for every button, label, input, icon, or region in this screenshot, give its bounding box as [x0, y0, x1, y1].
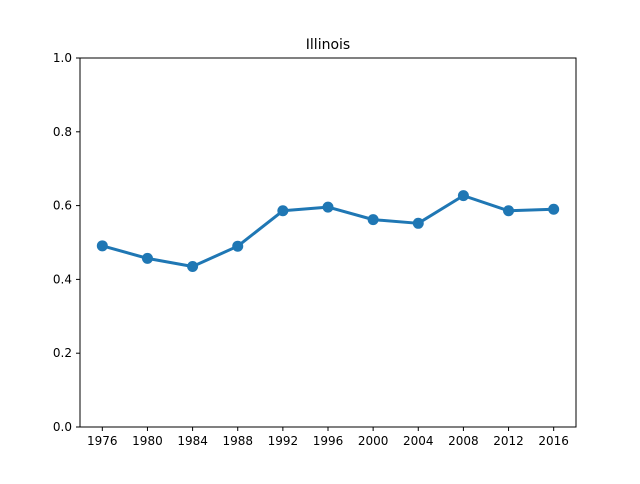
data-point-2004: [412, 217, 424, 229]
x-tick-label: 2000: [358, 434, 389, 448]
x-tick-label: 1996: [313, 434, 344, 448]
plot-area: [96, 190, 560, 272]
x-tick-label: 1980: [132, 434, 163, 448]
data-point-1980: [141, 252, 153, 264]
y-tick-label: 0.4: [53, 272, 72, 286]
data-point-1996: [322, 201, 334, 213]
data-point-2008: [457, 190, 469, 202]
axes: 0.0 0.2 0.4 0.6 0.8 1.0 1976 1980 1984 1988 1992 19…: [53, 51, 577, 448]
x-tick-label: 2004: [403, 434, 434, 448]
x-tick-label: 1984: [177, 434, 208, 448]
x-tick-label: 2016: [538, 434, 569, 448]
data-point-2000: [367, 214, 379, 226]
data-point-1976: [96, 240, 108, 252]
y-tick-label: 0.8: [53, 125, 72, 139]
chart-title: Illinois: [306, 37, 350, 53]
x-tick-label: 2008: [448, 434, 479, 448]
y-tick-label: 1.0: [53, 51, 72, 65]
data-point-1992: [277, 205, 289, 217]
y-tick-label: 0.0: [53, 420, 72, 434]
y-tick-label: 0.6: [53, 199, 72, 213]
data-point-2012: [503, 205, 515, 217]
y-tick-label: 0.2: [53, 346, 72, 360]
data-point-2016: [548, 203, 560, 215]
x-tick-label: 1976: [87, 434, 118, 448]
data-point-1984: [187, 260, 199, 272]
data-point-1988: [232, 240, 244, 252]
x-tick-label: 1992: [268, 434, 299, 448]
x-tick-label: 2012: [493, 434, 524, 448]
x-tick-label: 1988: [222, 434, 253, 448]
